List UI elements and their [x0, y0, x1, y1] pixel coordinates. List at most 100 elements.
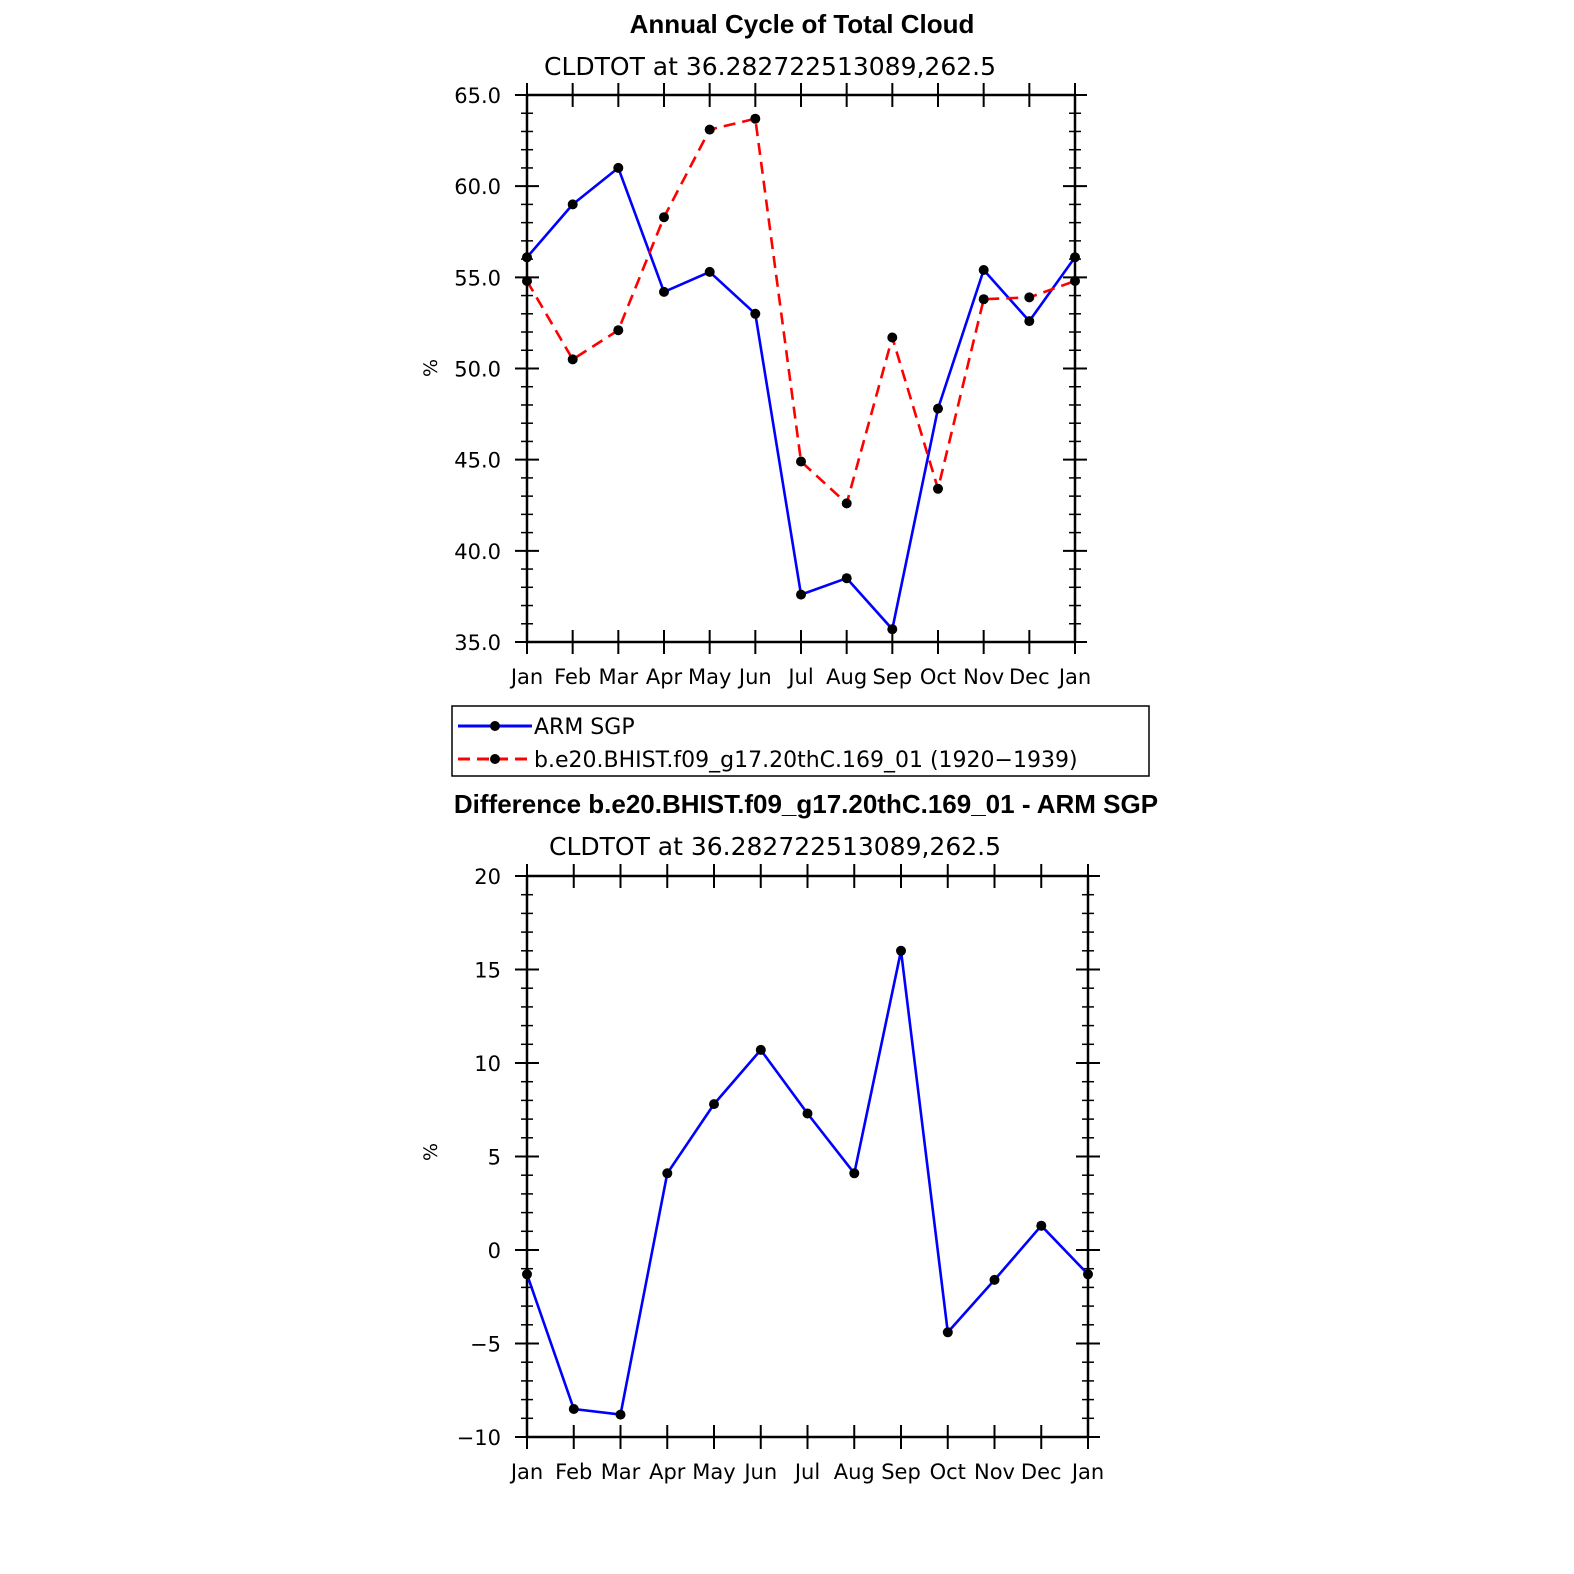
axes: 35.0 40.0 45.0 50.0 55.0 60.0 65.0 Jan Feb Mar Apr… — [454, 83, 1091, 689]
difference-panel: Difference b.e20.BHIST.f09_g17.20thC.169… — [420, 789, 1158, 1484]
x-tick-label: Sep — [881, 1460, 921, 1484]
data-point-series-0 — [942, 1327, 953, 1338]
x-tick-label: Jan — [509, 1460, 543, 1484]
data-point-series-0 — [615, 1409, 626, 1420]
data-point-series-1 — [933, 483, 943, 494]
y-tick-label: 65.0 — [454, 84, 501, 108]
legend-marker-arm-sgp — [490, 721, 500, 731]
x-tick-label: Mar — [601, 1460, 641, 1484]
legend-label-arm-sgp: ARM SGP — [534, 715, 635, 740]
x-tick-label: Feb — [555, 1460, 592, 1484]
x-tick-label: Sep — [873, 665, 913, 689]
data-point-series-0 — [978, 265, 989, 275]
data-point-series-0 — [755, 1044, 766, 1055]
x-tick-label: Oct — [920, 665, 956, 689]
data-point-series-0 — [933, 403, 943, 414]
data-point-series-0 — [709, 1099, 719, 1110]
chart-title: Difference b.e20.BHIST.f09_g17.20thC.169… — [454, 789, 1158, 819]
data-point-series-1 — [522, 276, 532, 286]
series-line-0 — [526, 166, 1077, 631]
data-point-series-1 — [567, 354, 578, 365]
data-points — [522, 113, 1080, 635]
y-axis-label: % — [420, 1143, 442, 1161]
legend-label-model: b.e20.BHIST.f09_g17.20thC.169_01 (1920−1… — [534, 748, 1078, 773]
y-tick-label: 20 — [474, 865, 501, 889]
data-point-series-0 — [989, 1274, 1000, 1285]
data-point-series-1 — [841, 498, 852, 509]
series-lines — [525, 117, 1077, 631]
x-tick-label: Jan — [509, 665, 543, 689]
data-point-series-1 — [1070, 276, 1080, 286]
y-tick-label: 5 — [488, 1146, 501, 1170]
y-tick-label: −5 — [470, 1333, 501, 1357]
x-tick-label: Aug — [834, 1460, 875, 1484]
data-point-series-0 — [841, 573, 852, 584]
x-tick-label: Nov — [974, 1460, 1015, 1484]
data-point-series-0 — [522, 252, 532, 263]
x-tick-label: May — [688, 665, 731, 689]
data-point-series-0 — [887, 624, 898, 635]
data-point-series-1 — [613, 325, 624, 336]
data-point-series-0 — [659, 286, 669, 297]
x-tick-label: Nov — [963, 665, 1004, 689]
data-point-series-0 — [750, 308, 761, 319]
x-tick-label: Feb — [554, 665, 591, 689]
x-tick-label: Aug — [826, 665, 867, 689]
y-tick-label: 50.0 — [454, 358, 501, 382]
legend-marker-model — [490, 754, 500, 764]
x-tick-label: May — [692, 1460, 735, 1484]
data-point-series-0 — [704, 266, 715, 277]
data-point-series-1 — [704, 124, 715, 135]
series-lines — [525, 949, 1089, 1416]
data-point-series-0 — [802, 1108, 813, 1119]
data-point-series-1 — [978, 294, 989, 305]
data-point-series-0 — [662, 1168, 673, 1179]
axes: −10 −5 0 5 10 15 20 Jan Feb Mar Apr May Jun Jul Aug Sep… — [457, 864, 1104, 1484]
legend: ARM SGP b.e20.BHIST.f09_g17.20thC.169_01… — [451, 705, 1150, 777]
x-tick-label: Mar — [599, 665, 639, 689]
data-point-series-0 — [1083, 1269, 1093, 1280]
x-tick-label: Jan — [1057, 665, 1091, 689]
y-tick-label: 10 — [474, 1052, 501, 1076]
x-tick-label: Apr — [646, 665, 683, 689]
data-points — [522, 945, 1093, 1420]
data-point-series-0 — [522, 1269, 532, 1280]
y-axis-label: % — [420, 359, 442, 377]
plot-frame — [525, 874, 1090, 1439]
y-tick-label: 35.0 — [454, 631, 501, 655]
y-tick-label: 55.0 — [454, 266, 501, 290]
annual-cycle-panel: Annual Cycle of Total Cloud CLDTOT at 36… — [420, 9, 1091, 689]
data-point-series-0 — [568, 1404, 579, 1414]
data-point-series-1 — [750, 113, 761, 124]
data-point-series-0 — [1070, 252, 1080, 263]
plot-frame — [525, 93, 1077, 644]
chart-title: Annual Cycle of Total Cloud — [630, 9, 975, 39]
data-point-series-0 — [613, 162, 624, 173]
x-tick-label: Jun — [742, 1460, 777, 1484]
data-point-series-0 — [896, 945, 906, 956]
y-tick-label: −10 — [457, 1426, 501, 1450]
data-point-series-0 — [1024, 316, 1035, 327]
data-point-series-1 — [796, 456, 806, 467]
x-tick-label: Jun — [737, 665, 772, 689]
data-point-series-0 — [1036, 1220, 1047, 1231]
data-point-series-0 — [796, 589, 806, 600]
x-tick-label: Jan — [1070, 1460, 1104, 1484]
chart-subtitle: CLDTOT at 36.282722513089,262.5 — [549, 832, 1001, 861]
x-tick-label: Apr — [649, 1460, 686, 1484]
data-point-series-0 — [849, 1168, 860, 1179]
series-line-0 — [525, 949, 1089, 1416]
legend-box — [451, 705, 1150, 777]
x-tick-label: Jul — [793, 1460, 820, 1484]
y-tick-label: 60.0 — [454, 175, 501, 199]
y-tick-label: 15 — [474, 959, 501, 983]
x-tick-label: Dec — [1009, 665, 1050, 689]
x-tick-label: Oct — [930, 1460, 966, 1484]
x-tick-label: Dec — [1021, 1460, 1062, 1484]
data-point-series-1 — [1024, 292, 1035, 303]
chart-subtitle: CLDTOT at 36.282722513089,262.5 — [544, 52, 996, 81]
y-tick-label: 45.0 — [454, 449, 501, 473]
y-tick-label: 40.0 — [454, 540, 501, 564]
data-point-series-1 — [887, 332, 898, 343]
